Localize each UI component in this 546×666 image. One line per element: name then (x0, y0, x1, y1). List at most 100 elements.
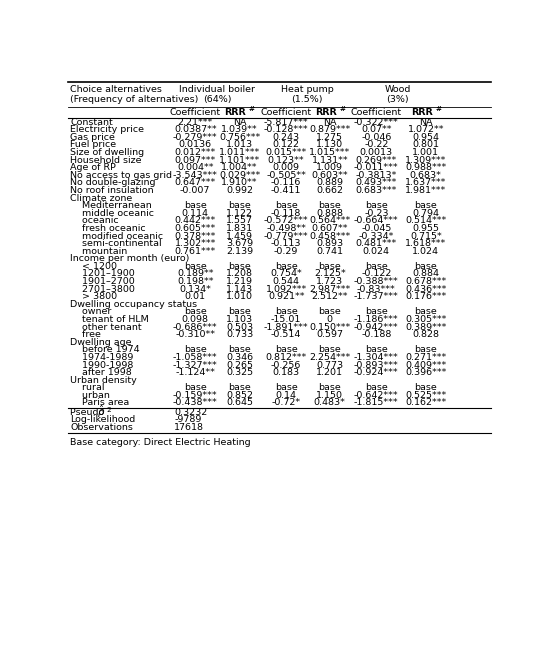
Text: -0.664***: -0.664*** (354, 216, 399, 225)
Text: 0.828: 0.828 (412, 330, 440, 339)
Text: owner: owner (70, 308, 112, 316)
Text: 0.683*: 0.683* (410, 170, 442, 180)
Text: 0.733: 0.733 (226, 330, 253, 339)
Text: 2.125*: 2.125* (314, 270, 346, 278)
Text: 1901–2700: 1901–2700 (70, 277, 135, 286)
Text: base: base (414, 384, 437, 392)
Text: -0.046: -0.046 (361, 133, 391, 142)
Text: 0.07**: 0.07** (361, 125, 391, 135)
Text: 2701–3800: 2701–3800 (70, 284, 135, 294)
Text: 0.754*: 0.754* (270, 270, 302, 278)
Text: base: base (184, 262, 206, 271)
Text: 1.072**: 1.072** (407, 125, 444, 135)
Text: 0.0387**: 0.0387** (174, 125, 217, 135)
Text: Urban density: Urban density (70, 376, 137, 385)
Text: 0.243: 0.243 (272, 133, 300, 142)
Text: -0.29: -0.29 (274, 246, 298, 256)
Text: semi-continental: semi-continental (70, 239, 162, 248)
Text: Individual boiler
(64%): Individual boiler (64%) (179, 85, 255, 105)
Text: middle oceanic: middle oceanic (70, 208, 155, 218)
Text: 0.123**: 0.123** (268, 156, 305, 165)
Text: 2.21***: 2.21*** (177, 118, 213, 127)
Text: 0.683***: 0.683*** (355, 186, 397, 195)
Text: 0.012***: 0.012*** (175, 148, 216, 157)
Text: -0.514: -0.514 (271, 330, 301, 339)
Text: 0.493***: 0.493*** (355, 178, 397, 187)
Text: 0.162***: 0.162*** (405, 398, 447, 408)
Text: 0.564***: 0.564*** (309, 216, 351, 225)
Text: 2.139: 2.139 (226, 246, 253, 256)
Text: base: base (275, 346, 298, 354)
Text: 0.662: 0.662 (316, 186, 343, 195)
Text: -0.122: -0.122 (361, 270, 391, 278)
Text: -0.279***: -0.279*** (173, 133, 217, 142)
Text: -0.045: -0.045 (361, 224, 391, 233)
Text: 1.981***: 1.981*** (405, 186, 447, 195)
Text: 3.679: 3.679 (226, 239, 253, 248)
Text: -0.188: -0.188 (361, 330, 391, 339)
Text: base: base (184, 308, 206, 316)
Text: 1974-1989: 1974-1989 (70, 353, 134, 362)
Text: 0.271***: 0.271*** (405, 353, 447, 362)
Text: 0.442***: 0.442*** (175, 216, 216, 225)
Text: modified oceanic: modified oceanic (70, 232, 163, 240)
Text: RRR: RRR (314, 109, 336, 117)
Text: 0.852: 0.852 (226, 391, 253, 400)
Text: base: base (365, 346, 388, 354)
Text: 0.004**: 0.004** (177, 163, 213, 172)
Text: -0.942***: -0.942*** (354, 322, 399, 332)
Text: 0.183: 0.183 (272, 368, 300, 377)
Text: free: free (70, 330, 101, 339)
Text: #: # (249, 106, 255, 112)
Text: base: base (414, 201, 437, 210)
Text: urban: urban (70, 391, 110, 400)
Text: fresh oceanic: fresh oceanic (70, 224, 146, 233)
Text: -0.779***: -0.779*** (264, 232, 308, 240)
Text: Fuel price: Fuel price (70, 141, 116, 149)
Text: -0.334*: -0.334* (359, 232, 394, 240)
Text: -0.498**: -0.498** (266, 224, 306, 233)
Text: 1.024: 1.024 (412, 246, 440, 256)
Text: Dwelling age: Dwelling age (70, 338, 132, 347)
Text: -0.438***: -0.438*** (173, 398, 217, 408)
Text: 0.389***: 0.389*** (405, 322, 447, 332)
Text: 1.103: 1.103 (226, 315, 253, 324)
Text: 0.756***: 0.756*** (219, 133, 260, 142)
Text: -15.01: -15.01 (271, 315, 301, 324)
Text: Size of dwelling: Size of dwelling (70, 148, 145, 157)
Text: -0.924***: -0.924*** (354, 368, 399, 377)
Text: 0.305***: 0.305*** (405, 315, 447, 324)
Text: 0.265: 0.265 (226, 360, 253, 370)
Text: 0.015***: 0.015*** (265, 148, 307, 157)
Text: 0.097***: 0.097*** (175, 156, 216, 165)
Text: 0.889: 0.889 (316, 178, 343, 187)
Text: 0.992: 0.992 (226, 186, 253, 195)
Text: 1.011***: 1.011*** (219, 148, 260, 157)
Text: Age of RP: Age of RP (70, 163, 116, 172)
Text: 0.893: 0.893 (316, 239, 343, 248)
Text: 17618: 17618 (174, 423, 204, 432)
Text: Heat pump
(1.5%): Heat pump (1.5%) (281, 85, 334, 105)
Text: 0.678***: 0.678*** (405, 277, 447, 286)
Text: 1.143: 1.143 (226, 284, 253, 294)
Text: -1.058***: -1.058*** (173, 353, 217, 362)
Text: 0.269***: 0.269*** (355, 156, 397, 165)
Text: 2: 2 (106, 407, 111, 413)
Text: -0.310**: -0.310** (175, 330, 215, 339)
Text: -0.128***: -0.128*** (264, 125, 308, 135)
Text: Choice alternatives
(Frequency of alternatives): Choice alternatives (Frequency of altern… (70, 85, 199, 105)
Text: -0.72*: -0.72* (271, 398, 301, 408)
Text: -0.3813*: -0.3813* (355, 170, 397, 180)
Text: 1.039**: 1.039** (221, 125, 258, 135)
Text: -0.505**: -0.505** (266, 170, 306, 180)
Text: 0.029***: 0.029*** (219, 170, 260, 180)
Text: 2.512**: 2.512** (312, 292, 348, 301)
Text: base: base (228, 384, 251, 392)
Text: 0.801: 0.801 (412, 141, 440, 149)
Text: 1.010: 1.010 (226, 292, 253, 301)
Text: 1.459: 1.459 (226, 232, 253, 240)
Text: -0.642***: -0.642*** (354, 391, 399, 400)
Text: 1.309***: 1.309*** (405, 156, 447, 165)
Text: 1.302***: 1.302*** (175, 239, 216, 248)
Text: -1.124**: -1.124** (175, 368, 215, 377)
